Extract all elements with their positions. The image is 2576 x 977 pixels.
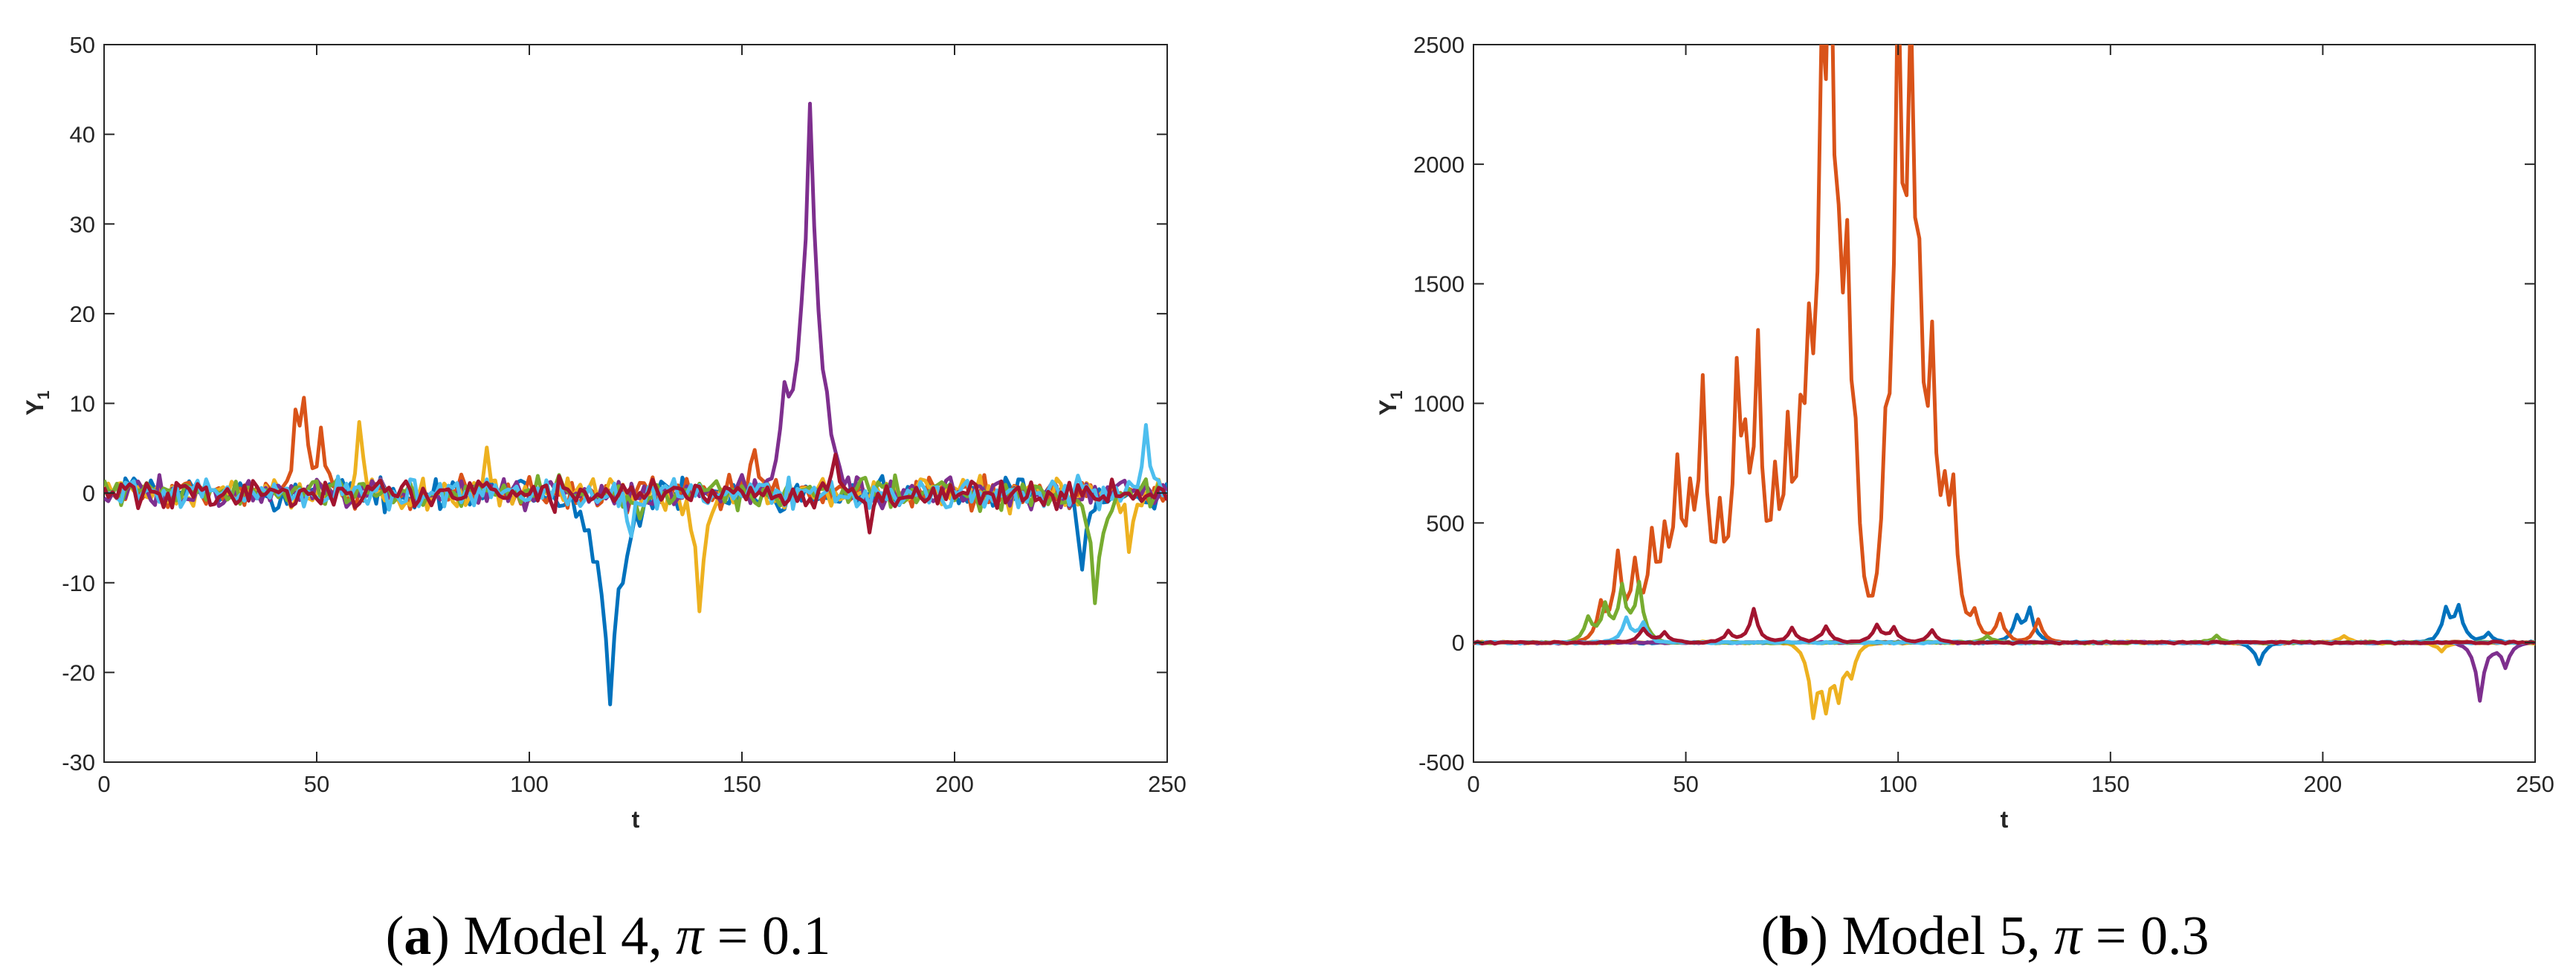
chart-a: 0 50 100 150 200 250 -30 -20 -10 0 10 20 30 40 50 t Y1…: [22, 32, 1187, 967]
chart-a-xtick-label: 0: [97, 771, 110, 797]
chart-a-ytick-label: 10: [70, 391, 95, 417]
chart-b-caption-letter: b: [1779, 906, 1810, 967]
chart-b: 0 50 100 150 200 250-50005001000150020002500 …: [1375, 32, 2554, 967]
chart-b-plot-area: [1473, 44, 2536, 763]
chart-a-ytick-label: 30: [70, 211, 95, 237]
chart-b-caption-symbol: π: [2054, 906, 2083, 967]
chart-b-ytick-label: 500: [1426, 510, 1465, 536]
chart-a-caption-text: Model 4,: [450, 906, 676, 967]
chart-a-ylabel-subscript: 1: [34, 390, 53, 399]
chart-a-ytick-label: 50: [70, 32, 95, 58]
chart-b-xtick-label: 250: [2516, 771, 2554, 797]
chart-a-line-series-7: [104, 452, 1167, 535]
chart-b-xtick-label: 150: [2091, 771, 2130, 797]
chart-a-caption-letter: a: [404, 906, 431, 967]
svg-text:Y1: Y1: [22, 390, 53, 416]
chart-a-caption: (a) Model 4, π = 0.1: [386, 906, 831, 967]
chart-a-ytick-label: 40: [70, 122, 95, 148]
chart-a-ylabel-group: Y1: [22, 390, 53, 416]
chart-a-caption-value: = 0.1: [703, 906, 830, 967]
chart-b-ylabel-subscript: 1: [1387, 390, 1406, 399]
chart-b-xtick-label: 50: [1673, 771, 1698, 797]
chart-a-xtick-label: 250: [1148, 771, 1187, 797]
chart-a-ytick-label: 20: [70, 301, 95, 327]
chart-b-xtick-label: 0: [1467, 771, 1479, 797]
chart-a-ytick-label: -10: [62, 570, 95, 596]
chart-a-lines: [104, 101, 1167, 706]
chart-a-ytick-label: -20: [62, 660, 95, 686]
chart-a-plot-area: [103, 44, 1168, 763]
chart-b-ylabel: Y: [1375, 399, 1401, 415]
chart-b-ytick-label: -500: [1418, 749, 1465, 776]
chart-b-ytick-label: 0: [1452, 630, 1465, 656]
chart-b-ytick-label: 2500: [1413, 32, 1465, 58]
chart-b-caption-value: = 0.3: [2082, 906, 2209, 967]
chart-a-caption-symbol: π: [676, 906, 705, 967]
chart-b-lines: [1473, 45, 2535, 720]
chart-a-ytick-label: -30: [62, 749, 95, 776]
chart-a-ticks: 0 50 100 150 200 250 -30 -20 -10 0 10 20 30 40 50: [62, 32, 1187, 797]
chart-b-ytick-label: 1500: [1413, 271, 1465, 297]
chart-a-xtick-label: 100: [510, 771, 549, 797]
chart-b-ytick-label: 2000: [1413, 152, 1465, 178]
chart-a-xlabel: t: [632, 806, 640, 833]
chart-a-xtick-label: 200: [935, 771, 974, 797]
chart-b-caption-text: Model 5,: [1828, 906, 2054, 967]
chart-b-xtick-label: 100: [1879, 771, 1917, 797]
chart-a-ylabel: Y: [22, 399, 48, 415]
chart-a-xtick-label: 150: [723, 771, 761, 797]
chart-b-caption: (b) Model 5, π = 0.3: [1761, 906, 2209, 967]
chart-a-ytick-label: 0: [83, 480, 95, 506]
chart-b-xlabel: t: [2001, 806, 2009, 833]
chart-a-xtick-label: 50: [304, 771, 329, 797]
chart-b-xtick-label: 200: [2304, 771, 2343, 797]
svg-text:Y1: Y1: [1375, 390, 1406, 416]
chart-b-ylabel-group: Y1: [1375, 390, 1406, 416]
chart-b-ytick-label: 1000: [1413, 391, 1465, 417]
chart-b-line-series-7: [1473, 607, 2535, 646]
